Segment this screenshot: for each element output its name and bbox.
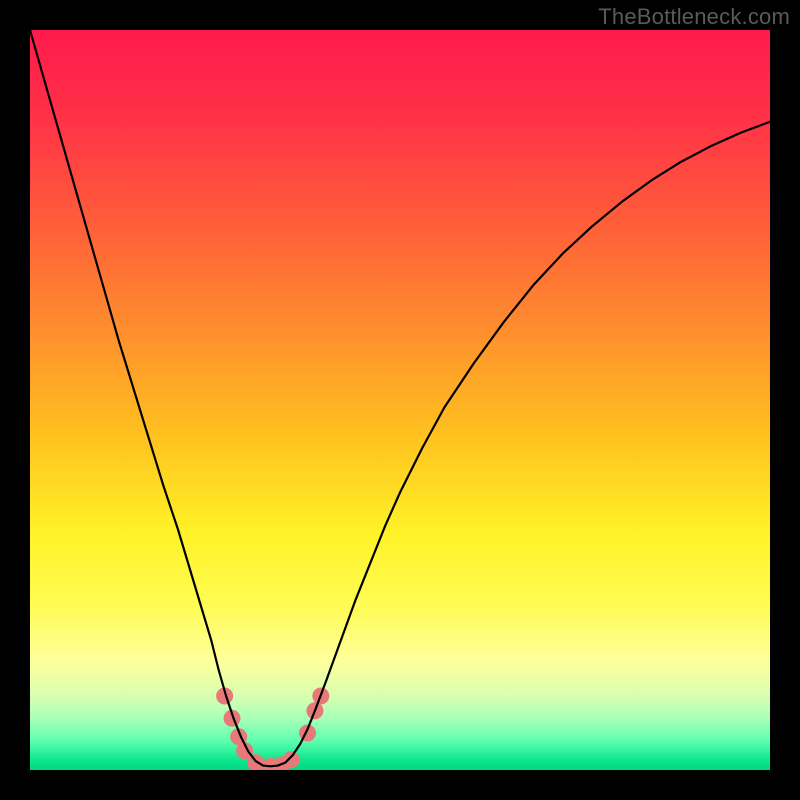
chart-root: TheBottleneck.com bbox=[0, 0, 800, 800]
watermark-text: TheBottleneck.com bbox=[598, 4, 790, 30]
curve-marker bbox=[283, 751, 300, 768]
chart-background bbox=[30, 30, 770, 770]
plot-area bbox=[30, 30, 770, 770]
